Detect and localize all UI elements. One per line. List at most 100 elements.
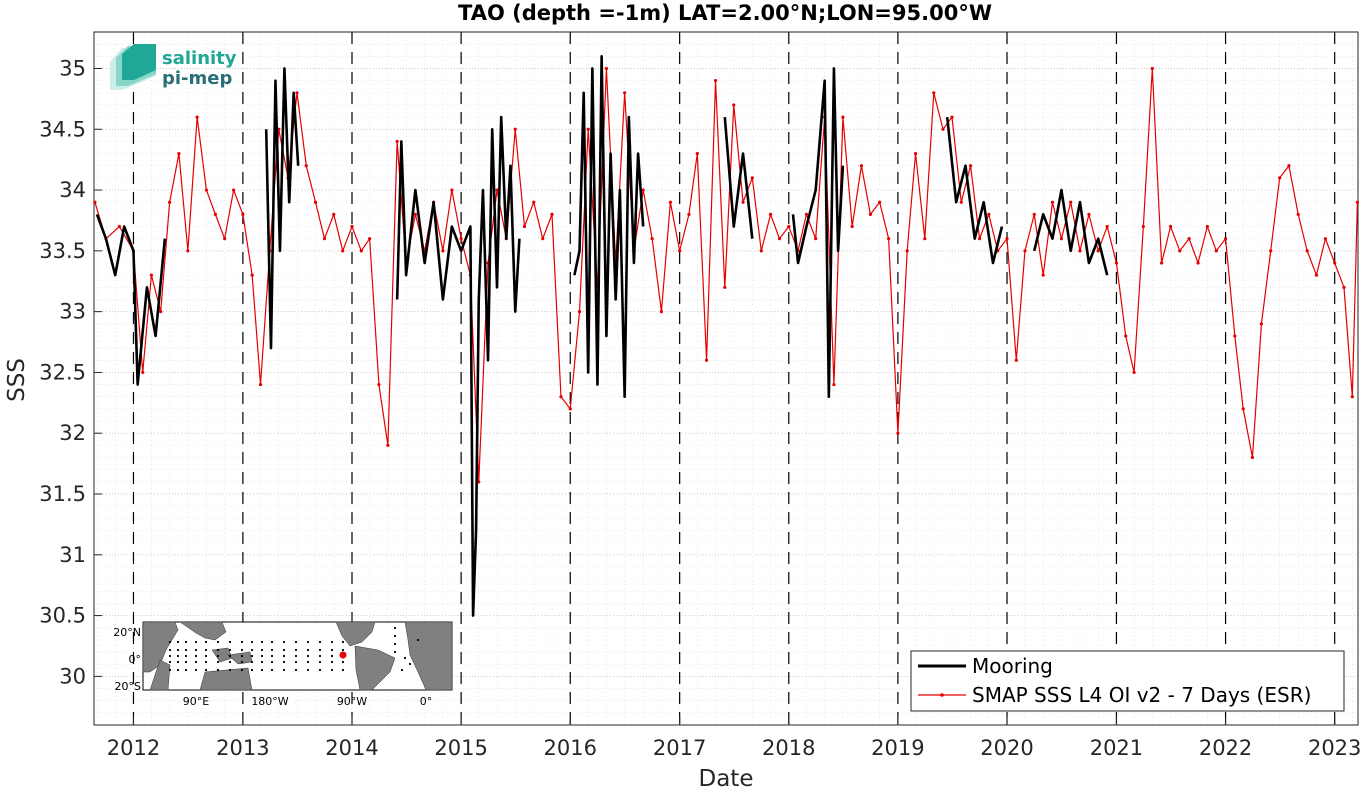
inset-dot: [204, 640, 208, 644]
smap-point: [641, 188, 645, 192]
inset-dot: [176, 640, 180, 644]
inset-dot: [294, 648, 298, 652]
smap-point: [1069, 200, 1073, 204]
inset-dot: [194, 660, 198, 664]
inset-dot: [240, 660, 244, 664]
y-tick-label: 30: [59, 664, 86, 688]
chart-title: TAO (depth =-1m) LAT=2.00°N;LON=95.00°W: [458, 1, 992, 25]
smap-point: [759, 249, 763, 253]
smap-point: [541, 237, 545, 241]
smap-point: [1041, 273, 1045, 277]
smap-point: [604, 66, 609, 71]
inset-dot: [294, 660, 298, 664]
x-tick-label: 2013: [216, 736, 269, 760]
inset-dot: [240, 648, 244, 652]
inset-dot: [330, 640, 334, 644]
smap-point: [322, 237, 327, 241]
inset-dot: [260, 668, 264, 672]
tick-marks: [94, 67, 1336, 725]
inset-dot: [318, 668, 322, 672]
inset-dot: [260, 654, 264, 658]
smap-point: [741, 200, 745, 204]
inset-lat-20s: 20°S: [115, 680, 141, 693]
smap-point: [413, 212, 417, 216]
x-tick-label: 2017: [653, 736, 706, 760]
y-tick-label: 32: [59, 421, 86, 445]
smap-point: [213, 212, 217, 216]
smap-point: [1355, 200, 1360, 204]
smap-point: [1287, 164, 1291, 168]
inset-dot: [270, 668, 274, 672]
smap-point: [522, 224, 527, 229]
smap-point: [223, 237, 227, 241]
inset-dot: [341, 668, 345, 672]
inset-dot: [400, 668, 404, 672]
mooring-segment: [791, 67, 845, 399]
inset-dot: [330, 648, 334, 652]
inset-dot: [216, 648, 220, 652]
smap-point: [1141, 224, 1145, 229]
inset-lon-180w: 180°W: [251, 695, 288, 708]
inset-dot: [341, 640, 345, 644]
y-tick-label: 34.5: [39, 117, 86, 141]
inset-dot: [318, 640, 322, 644]
smap-point: [313, 200, 318, 204]
mooring-segment: [95, 213, 167, 386]
inset-dot: [240, 668, 244, 672]
inset-dot: [408, 662, 412, 666]
smap-point: [204, 188, 209, 192]
y-tick-label: 33.5: [39, 239, 86, 263]
inset-dot: [176, 668, 180, 672]
inset-dot: [250, 648, 254, 652]
inset-dot: [204, 668, 208, 672]
smap-point: [250, 273, 254, 277]
inset-dot: [204, 648, 208, 652]
inset-dot: [294, 668, 298, 672]
series-mooring: [95, 55, 1109, 617]
smap-point: [1233, 334, 1237, 338]
inset-dot: [168, 640, 172, 644]
inset-lon-0: 0°: [420, 695, 433, 708]
inset-dot: [240, 654, 244, 658]
smap-point: [1078, 249, 1082, 253]
inset-dot: [228, 654, 232, 658]
inset-dot: [176, 654, 180, 658]
smap-point: [195, 115, 199, 119]
x-axis-label: Date: [699, 766, 754, 790]
smap-point: [1032, 212, 1036, 216]
smap-point: [1205, 224, 1209, 229]
smap-point: [232, 188, 236, 192]
inset-dot: [194, 648, 198, 652]
inset-dot: [176, 648, 180, 652]
smap-point: [1305, 249, 1309, 253]
y-tick-label: 35: [59, 56, 86, 80]
smap-point: [1314, 273, 1319, 277]
smap-point: [713, 79, 718, 83]
inset-dot: [393, 626, 397, 630]
salinity-pimep-logo: salinity pi-mep: [110, 44, 237, 90]
smap-point: [1168, 224, 1173, 229]
mooring-segment: [945, 116, 1004, 265]
inset-dot: [216, 668, 220, 672]
inset-dot: [341, 660, 345, 664]
y-tick-label: 30.5: [39, 604, 86, 628]
smap-point: [650, 237, 654, 241]
smap-point: [623, 91, 627, 95]
inset-dot: [194, 668, 198, 672]
y-tick-label: 33: [59, 300, 86, 324]
x-tick-label: 2018: [762, 736, 815, 760]
inset-dot: [270, 648, 274, 652]
inset-dot: [330, 668, 334, 672]
inset-dot: [341, 648, 345, 652]
inset-dot: [184, 640, 188, 644]
y-tick-label: 34: [59, 178, 86, 202]
smap-point: [141, 370, 145, 375]
smap-point: [477, 480, 481, 484]
minor-grid: [94, 31, 1358, 726]
smap-point: [1187, 237, 1191, 241]
y-axis-label: SSS: [4, 358, 30, 402]
smap-point: [1278, 176, 1282, 180]
inset-dot: [168, 668, 172, 672]
smap-point: [1214, 249, 1218, 253]
